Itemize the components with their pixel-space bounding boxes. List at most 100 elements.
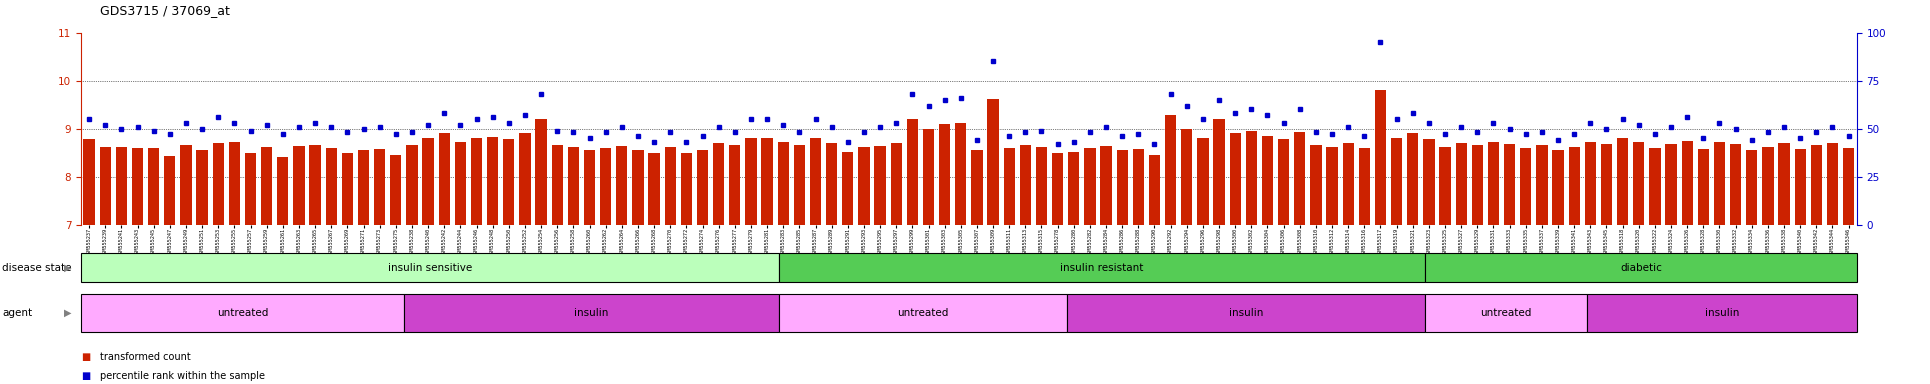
Bar bbox=[778, 142, 789, 225]
Bar bbox=[552, 146, 564, 225]
Bar bbox=[1245, 131, 1256, 225]
Text: diabetic: diabetic bbox=[1619, 263, 1662, 273]
Text: insulin: insulin bbox=[1704, 308, 1739, 318]
Bar bbox=[164, 156, 176, 225]
Bar bbox=[1729, 144, 1741, 225]
Bar bbox=[1455, 143, 1467, 225]
Bar bbox=[762, 138, 772, 225]
Bar bbox=[342, 153, 353, 225]
Bar bbox=[1650, 148, 1660, 225]
Bar bbox=[907, 119, 919, 225]
Bar bbox=[600, 148, 612, 225]
Text: agent: agent bbox=[2, 308, 33, 318]
Bar bbox=[1440, 147, 1451, 225]
Bar bbox=[712, 143, 724, 225]
Bar bbox=[293, 146, 305, 225]
Bar bbox=[1148, 155, 1160, 225]
Bar bbox=[1747, 150, 1758, 225]
Bar bbox=[1617, 138, 1629, 225]
Bar bbox=[1310, 146, 1322, 225]
Text: ▶: ▶ bbox=[64, 308, 71, 318]
Bar bbox=[1503, 144, 1515, 225]
Bar bbox=[1521, 148, 1530, 225]
Bar bbox=[1633, 142, 1644, 225]
Bar bbox=[1004, 148, 1015, 225]
Bar bbox=[1666, 144, 1677, 225]
Bar bbox=[585, 150, 594, 225]
Bar bbox=[438, 134, 450, 225]
Text: ▶: ▶ bbox=[64, 263, 71, 273]
Text: untreated: untreated bbox=[897, 308, 948, 318]
Bar bbox=[793, 145, 805, 225]
Bar bbox=[326, 148, 338, 225]
Bar bbox=[681, 153, 693, 225]
Bar bbox=[811, 138, 820, 225]
Bar bbox=[1117, 150, 1127, 225]
Bar bbox=[230, 142, 239, 225]
Bar bbox=[971, 150, 982, 225]
Bar bbox=[1052, 153, 1063, 225]
Text: GDS3715 / 37069_at: GDS3715 / 37069_at bbox=[100, 4, 230, 17]
Bar bbox=[1229, 134, 1241, 225]
Bar bbox=[1392, 138, 1403, 225]
Bar bbox=[648, 153, 660, 225]
Bar bbox=[455, 142, 465, 225]
Bar bbox=[245, 153, 257, 225]
Bar bbox=[1100, 146, 1112, 225]
Bar bbox=[1326, 147, 1337, 225]
Bar bbox=[1343, 143, 1353, 225]
Text: ■: ■ bbox=[81, 352, 91, 362]
Bar bbox=[745, 138, 757, 225]
Text: untreated: untreated bbox=[216, 308, 268, 318]
Bar bbox=[357, 150, 369, 225]
Bar bbox=[1778, 143, 1789, 225]
Bar bbox=[1181, 129, 1193, 225]
Bar bbox=[1278, 139, 1289, 225]
Bar bbox=[309, 145, 320, 225]
Bar bbox=[1600, 144, 1612, 225]
Bar bbox=[486, 137, 498, 225]
Bar bbox=[149, 148, 160, 225]
Bar bbox=[1422, 139, 1434, 225]
Bar bbox=[1585, 142, 1596, 225]
Bar bbox=[116, 147, 127, 225]
Text: untreated: untreated bbox=[1480, 308, 1532, 318]
Bar bbox=[567, 147, 579, 225]
Bar bbox=[197, 150, 208, 225]
Bar bbox=[1698, 149, 1708, 225]
Bar bbox=[1569, 147, 1581, 225]
Bar bbox=[1085, 148, 1096, 225]
Text: transformed count: transformed count bbox=[100, 352, 191, 362]
Bar bbox=[1374, 90, 1386, 225]
Text: insulin: insulin bbox=[1229, 308, 1262, 318]
Bar bbox=[1036, 147, 1048, 225]
Text: insulin resistant: insulin resistant bbox=[1060, 263, 1144, 273]
Bar bbox=[1359, 148, 1370, 225]
Bar bbox=[131, 148, 143, 225]
Bar bbox=[83, 139, 95, 225]
Bar bbox=[1762, 147, 1774, 225]
Bar bbox=[179, 145, 191, 225]
Bar bbox=[1133, 149, 1144, 225]
Bar bbox=[988, 99, 998, 225]
Bar bbox=[1067, 152, 1079, 225]
Bar bbox=[1828, 143, 1837, 225]
Bar bbox=[1714, 142, 1725, 225]
Bar bbox=[841, 152, 853, 225]
Bar bbox=[664, 147, 676, 225]
Bar bbox=[1681, 141, 1693, 225]
Text: insulin sensitive: insulin sensitive bbox=[388, 263, 473, 273]
Bar bbox=[423, 138, 434, 225]
Bar bbox=[1810, 146, 1822, 225]
Bar bbox=[859, 147, 870, 225]
Bar bbox=[471, 138, 482, 225]
Bar bbox=[1843, 148, 1855, 225]
Bar bbox=[100, 147, 110, 225]
Bar bbox=[374, 149, 386, 225]
Bar bbox=[1488, 142, 1500, 225]
Bar bbox=[890, 143, 901, 225]
Bar bbox=[826, 143, 838, 225]
Bar bbox=[940, 124, 950, 225]
Bar bbox=[923, 129, 934, 225]
Bar bbox=[1407, 134, 1419, 225]
